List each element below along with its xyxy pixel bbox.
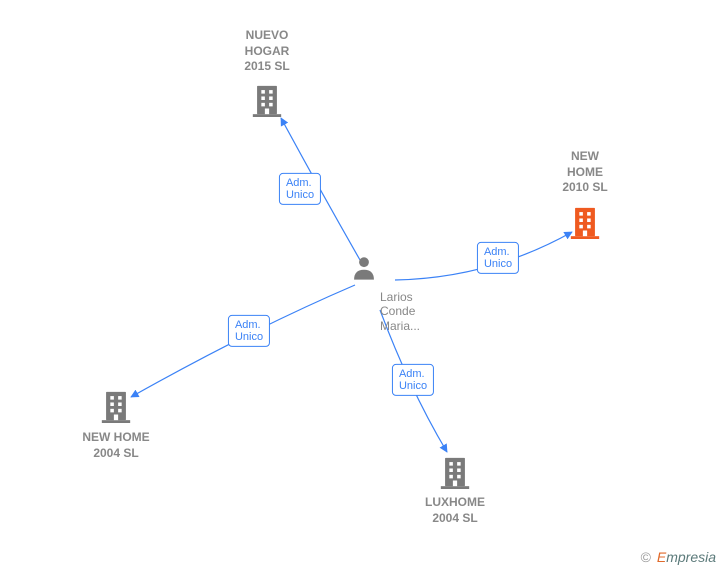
network-canvas [0,0,728,575]
node-label-new-home-2004: NEW HOME2004 SL [82,430,149,461]
footer-attribution: © Empresia [641,549,716,565]
building-icon[interactable] [102,392,130,423]
node-label-new-home-2010: NEWHOME2010 SL [562,149,607,196]
edge-label-luxhome: Adm.Unico [392,364,434,396]
copyright-symbol: © [641,549,651,565]
brand-first-letter: E [657,549,666,565]
person-icon [354,257,374,279]
building-icon[interactable] [571,208,599,239]
building-icon[interactable] [253,86,281,117]
center-node-label: LariosCondeMaria... [380,290,420,333]
node-label-luxhome: LUXHOME2004 SL [425,495,485,526]
edge-label-new-home-2004: Adm.Unico [228,315,270,347]
node-label-nuevo-hogar: NUEVOHOGAR2015 SL [244,28,289,75]
edge-label-new-home-2010: Adm.Unico [477,242,519,274]
building-icon[interactable] [441,458,469,489]
edge-label-nuevo-hogar: Adm.Unico [279,173,321,205]
brand-rest: mpresia [666,549,716,565]
